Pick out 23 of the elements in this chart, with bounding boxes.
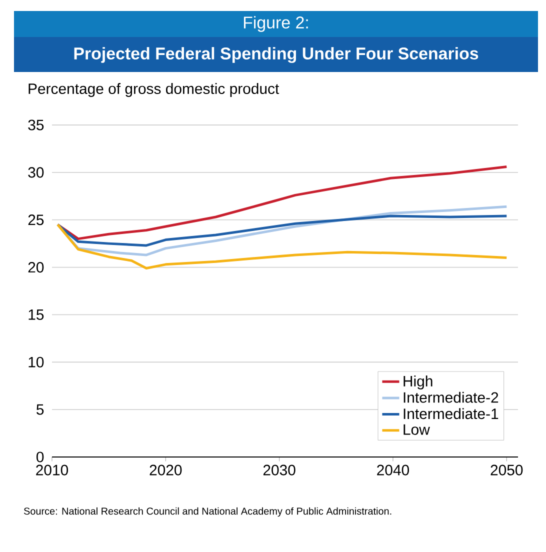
y-axis-title: Percentage of gross domestic product — [28, 83, 280, 97]
y-tick-label: 0 — [36, 452, 44, 462]
y-tick-label: 35 — [28, 120, 44, 130]
source-note: Source: National Research Council and National Academy of Public Administration. — [24, 507, 392, 517]
y-tick-label: 15 — [28, 309, 44, 320]
legend-label: Low — [404, 424, 430, 435]
y-tick-label: 20 — [28, 262, 44, 273]
y-tick-label: 10 — [28, 356, 44, 368]
y-tick-label: 5 — [36, 404, 44, 415]
line-series — [56, 223, 508, 270]
x-tick-label: 2050 — [490, 464, 523, 476]
legend-label: Intermediate-1 — [404, 408, 498, 420]
y-tick-label: 30 — [28, 167, 44, 178]
x-tick-label: 2030 — [263, 464, 296, 476]
x-tick-label: 2020 — [150, 464, 182, 476]
legend-label: High — [404, 376, 432, 390]
legend-label: Intermediate-2 — [404, 392, 498, 403]
chart-title: Figure 2: — [244, 16, 308, 32]
y-tick-label: 25 — [28, 214, 44, 226]
x-tick-label: 2040 — [377, 464, 409, 476]
chart-subtitle: Projected Federal Spending Under Four Scenarios — [74, 47, 478, 63]
line-series — [56, 165, 508, 240]
x-tick-label: 2010 — [36, 464, 68, 476]
